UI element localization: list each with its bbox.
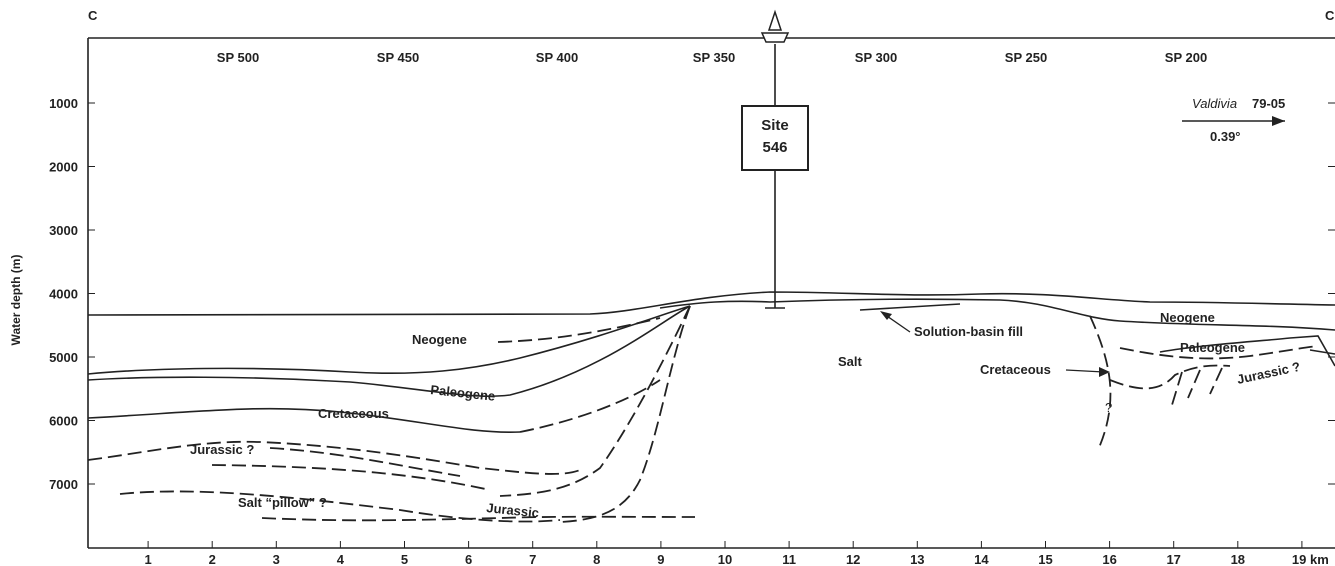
km-tick-label: 1 bbox=[144, 552, 151, 566]
depth-tick-label: 4000 bbox=[49, 287, 78, 302]
km-tick-label: 3 bbox=[273, 552, 280, 566]
km-tick-label: 16 bbox=[1102, 552, 1116, 566]
unit-label: Paleogene bbox=[430, 382, 496, 404]
km-tick-label: 18 bbox=[1231, 552, 1245, 566]
km-tick-label: 9 bbox=[657, 552, 664, 566]
end-label: C bbox=[1325, 8, 1335, 23]
pointer bbox=[1066, 370, 1104, 372]
km-tick-label: 4 bbox=[337, 552, 345, 566]
unit-label: Paleogene bbox=[1180, 340, 1245, 355]
depth-tick-label: 5000 bbox=[49, 350, 78, 365]
depth-tick-label: 7000 bbox=[49, 477, 78, 492]
unit-label: Cretaceous bbox=[980, 362, 1051, 377]
cross-section: C C Water depth (m) SP 500SP 450SP 400SP… bbox=[0, 0, 1335, 566]
shotpoint-label: SP 250 bbox=[1005, 50, 1047, 65]
km-tick-label: 14 bbox=[974, 552, 989, 566]
dashed-horizons bbox=[88, 306, 1318, 522]
frame bbox=[88, 38, 1335, 548]
dip: 0.39° bbox=[1210, 129, 1241, 144]
shotpoint-label: SP 450 bbox=[377, 50, 419, 65]
depth-tick-label: 3000 bbox=[49, 223, 78, 238]
unit-label: Solution-basin fill bbox=[914, 324, 1023, 339]
depth-tick-label: 2000 bbox=[49, 160, 78, 175]
km-tick-label: 12 bbox=[846, 552, 860, 566]
shotpoint-label: SP 400 bbox=[536, 50, 578, 65]
km-tick-label: 10 bbox=[718, 552, 732, 566]
km-tick-label: 15 bbox=[1038, 552, 1052, 566]
ship: Valdivia bbox=[1192, 96, 1237, 111]
unit-label: Cretaceous bbox=[318, 406, 389, 421]
km-tick-label: 19 km bbox=[1292, 552, 1329, 566]
km-tick-label: 17 bbox=[1166, 552, 1180, 566]
cruise: 79-05 bbox=[1252, 96, 1285, 111]
shotpoints: SP 500 SP 450 SP 400 SP 350 SP 300 SP 250 SP 2… bbox=[217, 50, 1207, 65]
seafloor bbox=[88, 292, 1335, 432]
site-number: 546 bbox=[762, 139, 787, 156]
km-tick-label: 11 bbox=[782, 552, 796, 566]
shotpoint-label: SP 500 bbox=[217, 50, 259, 65]
y-axis-label: Water depth (m) bbox=[9, 255, 23, 346]
depth-tick-label: 6000 bbox=[49, 414, 78, 429]
site-name: Site bbox=[761, 117, 789, 134]
unit-label: Neogene bbox=[1160, 310, 1215, 325]
unit-label: Salt bbox=[838, 354, 863, 369]
km-tick-label: 6 bbox=[465, 552, 472, 566]
depth-tick-label: 1000 bbox=[49, 96, 78, 111]
km-tick-label: 8 bbox=[593, 552, 600, 566]
km-tick-label: 2 bbox=[209, 552, 216, 566]
unit-label: Jurassic ? bbox=[190, 442, 254, 457]
km-tick-label: 7 bbox=[529, 552, 536, 566]
unit-label: Jurassic ? bbox=[1236, 359, 1302, 387]
km-tick-label: 5 bbox=[401, 552, 408, 566]
unit-label: ? bbox=[1105, 400, 1112, 415]
unit-label: Salt “pillow” ? bbox=[238, 495, 327, 510]
site-marker bbox=[742, 12, 808, 308]
unit-label: Neogene bbox=[412, 332, 467, 347]
shotpoint-label: SP 300 bbox=[855, 50, 897, 65]
dip-arrowhead bbox=[1272, 116, 1285, 126]
shotpoint-label: SP 200 bbox=[1165, 50, 1207, 65]
shotpoint-label: SP 350 bbox=[693, 50, 735, 65]
km-tick-label: 13 bbox=[910, 552, 924, 566]
start-label: C bbox=[88, 8, 98, 23]
